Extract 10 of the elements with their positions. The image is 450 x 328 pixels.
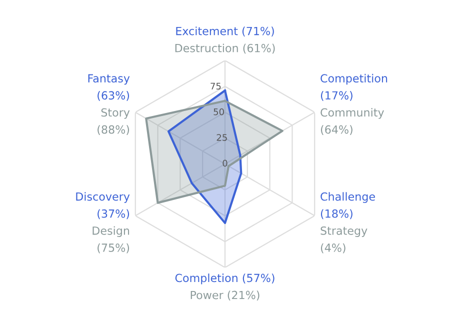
y-tick-label: 50 [214,108,224,116]
y-tick-label: 25 [216,134,227,141]
spoke-label: Completion (57%) Power (21%) [175,274,274,301]
spoke-label: Challenge (18%) Strategy (4%) [320,192,375,254]
y-tick-label: 0 [222,160,228,167]
spoke-label: Fantasy (63%) Story (88%) [88,74,130,136]
y-tick-label: 75 [210,82,221,90]
spoke-label: Discovery (37%) Design (75%) [76,192,130,254]
spoke-label: Excitement (71%) Destruction (61%) [175,26,275,54]
spoke-label: Competition (17%) Community (64%) [320,74,388,136]
